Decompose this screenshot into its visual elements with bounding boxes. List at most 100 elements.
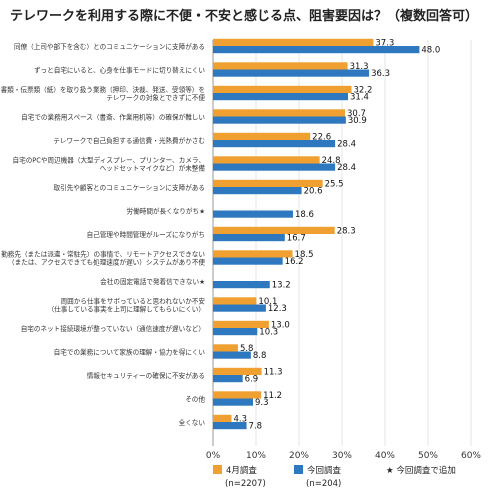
- x-tick-label: 10%: [246, 451, 266, 461]
- bar: [213, 69, 370, 77]
- category-label-line: 書類・伝票類（紙）を取り扱う業務（押印、決裁、発送、受領等）を: [1, 85, 205, 94]
- category-label: 会社の固定電話で発着信できない★: [100, 277, 205, 286]
- value-label: 16.2: [285, 257, 304, 267]
- bar: [213, 140, 336, 148]
- value-labels: 37.3 48.0 31.336.3 32.231.4 30.730.9 22.6 28.4…: [233, 38, 440, 431]
- category-label-line: 自己管理や時間管理がルーズになりがち: [87, 230, 205, 239]
- x-tick-label: 40%: [375, 451, 395, 461]
- legend-note: ★ 今回調査で追加: [386, 465, 456, 476]
- bar: [213, 187, 302, 195]
- bar: [213, 85, 352, 93]
- bar: [213, 62, 348, 70]
- category-label-line: 自宅での業務について家族の理解・協力を得にくい: [54, 348, 206, 357]
- category-label-line: 自宅のPCや周辺機器（大型ディスプレー、プリンター、カメラ、: [13, 155, 205, 164]
- bar: [213, 257, 283, 265]
- bar: [213, 234, 285, 242]
- value-label: 24.8: [322, 156, 341, 166]
- bar: [213, 116, 346, 124]
- value-label: 6.9: [245, 375, 259, 385]
- category-label-line: 自宅のネット接続環境が整っていない（通信速度が遅いなど）: [21, 324, 205, 333]
- category-label-line: 会社の固定電話で発着信できない★: [100, 277, 205, 286]
- category-label-line: ヘッドセットマイクなど）が未整備: [100, 164, 206, 173]
- x-tick-label: 0%: [206, 451, 221, 461]
- bar: [213, 163, 336, 171]
- x-tick-label: 30%: [332, 451, 352, 461]
- category-label: 勤務先（または派遣・常駐先）の事情で、リモートアクセスできない（または、アクセス…: [1, 249, 205, 266]
- category-label-line: 情報セキュリティーの確保に不安がある: [87, 371, 205, 380]
- value-label: 30.7: [347, 109, 366, 119]
- category-label: 取引先や顧客とのコミュニケーションに支障がある: [54, 183, 205, 192]
- bar: [213, 109, 346, 117]
- bar: [213, 250, 293, 258]
- bar: [213, 391, 262, 399]
- bar: [213, 179, 323, 187]
- value-label: 11.3: [264, 367, 283, 377]
- category-label-line: 周囲から仕事をサボっていると思われないか不安: [61, 296, 206, 305]
- value-label: 16.7: [287, 234, 306, 244]
- value-label: 18.6: [295, 210, 314, 220]
- value-label: 10.3: [259, 328, 278, 338]
- value-label: 37.3: [375, 38, 394, 48]
- value-label: 11.2: [263, 391, 282, 401]
- bar: [213, 328, 258, 336]
- legend-label-april: 4月調査: [226, 465, 257, 476]
- bar: [213, 93, 349, 101]
- bar: [213, 38, 374, 46]
- value-label: 32.2: [353, 85, 372, 95]
- value-label: 4.3: [233, 414, 247, 424]
- value-label: 28.4: [337, 163, 356, 173]
- bar: [213, 367, 262, 375]
- legend-swatch-april: [213, 465, 222, 474]
- category-label-line: 全くない: [179, 418, 206, 427]
- legend: 4月調査 (n=2207) 今回調査 (n=204) ★ 今回調査で追加: [213, 465, 456, 489]
- bar: [213, 344, 238, 352]
- bar: [213, 414, 232, 422]
- value-label: 36.3: [371, 69, 390, 79]
- category-label: 自宅での業務について家族の理解・協力を得にくい: [54, 348, 206, 357]
- value-label: 10.1: [258, 297, 277, 307]
- legend-label-current: 今回調査: [307, 465, 342, 476]
- legend-n-april: (n=2207): [225, 479, 266, 489]
- value-label: 30.9: [348, 116, 367, 126]
- category-label-line: 勤務先（または派遣・常駐先）の事情で、リモートアクセスできない: [1, 249, 205, 258]
- bars: [213, 38, 420, 430]
- category-label: 全くない: [179, 418, 206, 427]
- bar: [213, 351, 251, 359]
- category-label: 自宅のネット接続環境が整っていない（通信速度が遅いなど）: [21, 324, 205, 333]
- bar: [213, 281, 270, 289]
- category-label-line: 同僚（上司や部下を含む）とのコミュニケーションに支障がある: [14, 42, 205, 51]
- category-label: 自宅のPCや周辺機器（大型ディスプレー、プリンター、カメラ、ヘッドセットマイクな…: [13, 155, 206, 172]
- category-label: テレワークで自己負担する通信費・光熱費がかさむ: [53, 136, 205, 145]
- chart-title: テレワークを利用する際に不便・不安と感じる点、阻害要因は？（複数回答可）: [10, 8, 478, 24]
- bar: [213, 210, 293, 218]
- value-label: 20.6: [304, 187, 323, 197]
- category-label: 労働時間が長くなりがち★: [127, 207, 206, 216]
- value-label: 5.8: [240, 344, 254, 354]
- category-label-line: テレワークで自己負担する通信費・光熱費がかさむ: [53, 136, 205, 145]
- legend-n-current: (n=204): [306, 479, 341, 489]
- x-tick-label: 50%: [418, 451, 438, 461]
- bar: [213, 375, 243, 383]
- value-label: 8.8: [253, 351, 267, 361]
- bar: [213, 297, 257, 305]
- category-label: 周囲から仕事をサボっていると思われないか不安（仕事している事実を上司に理解しても…: [48, 296, 206, 313]
- value-label: 13.2: [272, 281, 291, 291]
- category-label: 自宅での業務用スペース（書斎、作業用机等）の確保が難しい: [21, 113, 205, 122]
- bar: [213, 156, 320, 164]
- value-label: 22.6: [312, 132, 331, 142]
- gridlines: [212, 40, 472, 446]
- bar: [213, 226, 335, 234]
- bar: [213, 422, 247, 430]
- value-label: 28.3: [337, 226, 356, 236]
- category-label: 同僚（上司や部下を含む）とのコミュニケーションに支障がある: [14, 42, 205, 51]
- category-label-line: （仕事している事実を上司に理解してもらいにくい）: [48, 305, 205, 314]
- bar: [213, 304, 266, 312]
- category-label: 書類・伝票類（紙）を取り扱う業務（押印、決裁、発送、受領等）をテレワークの対象と…: [1, 85, 206, 102]
- value-label: 28.4: [337, 140, 356, 150]
- x-tick-label: 20%: [289, 451, 309, 461]
- category-label-line: （または、アクセスできても処理速度が遅い）システムがあり不便: [8, 258, 205, 267]
- category-label-line: その他: [185, 395, 205, 404]
- value-label: 7.8: [249, 422, 263, 432]
- value-label: 31.4: [350, 93, 369, 103]
